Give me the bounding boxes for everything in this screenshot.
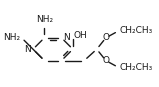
Text: NH₂: NH₂: [36, 15, 53, 24]
Text: OH: OH: [74, 31, 88, 40]
Text: CH₂CH₃: CH₂CH₃: [120, 26, 153, 35]
Text: N: N: [63, 33, 70, 42]
Text: N: N: [24, 45, 31, 54]
Text: CH₂CH₃: CH₂CH₃: [120, 63, 153, 72]
Text: O: O: [102, 33, 109, 42]
Text: NH₂: NH₂: [3, 33, 21, 42]
Text: O: O: [102, 56, 109, 65]
